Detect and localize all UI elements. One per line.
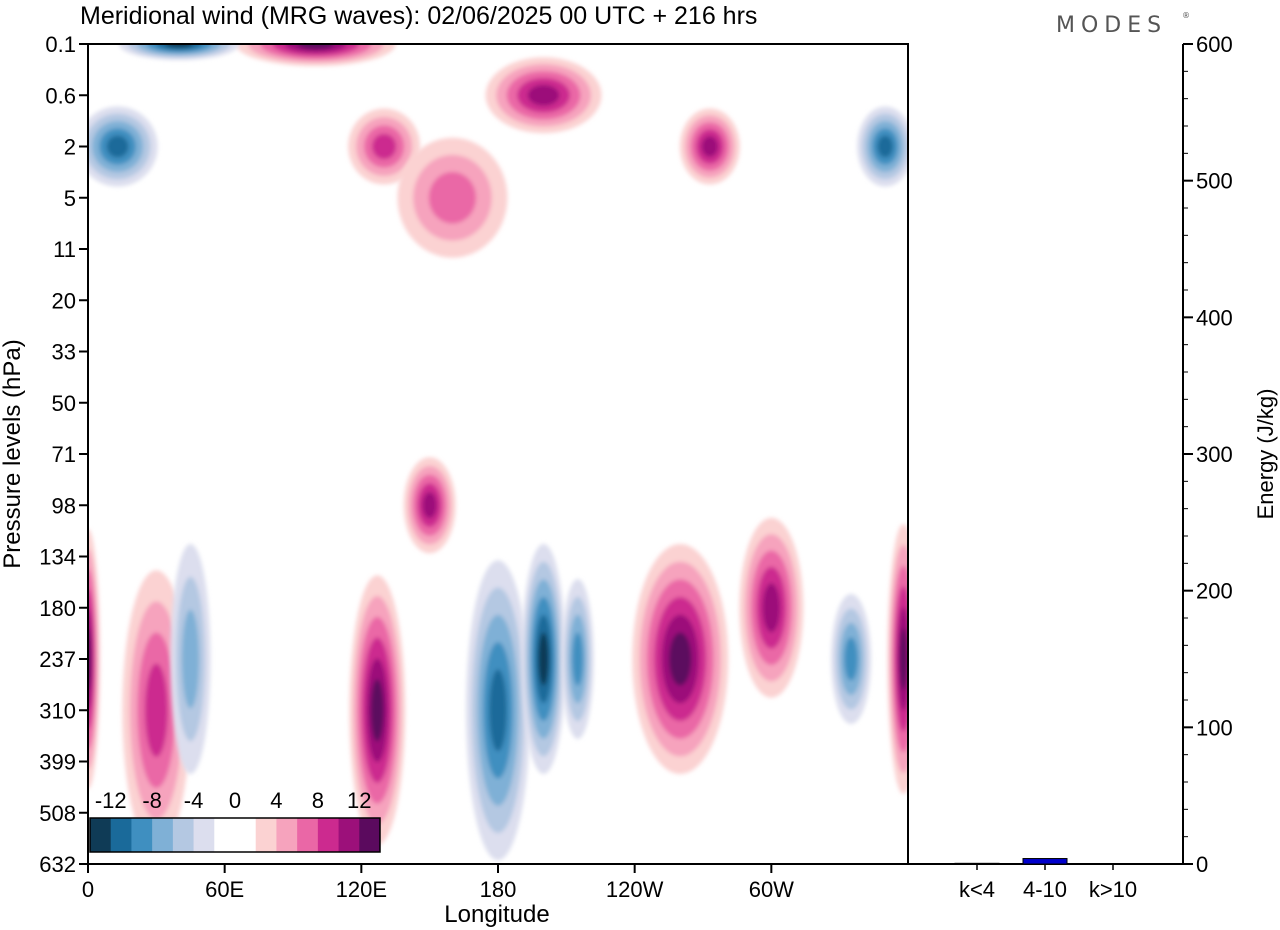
legend-swatch	[255, 818, 277, 852]
longitude-tick-label: 120E	[336, 877, 387, 902]
longitude-axis: 0 60E 120E 180 120W 60W	[82, 864, 794, 902]
energy-tick-label: 200	[1196, 579, 1233, 604]
wind-feature	[739, 517, 804, 698]
pressure-tick-label: 33	[52, 340, 76, 365]
colorbar-legend: -12 -8 -4 0 4 8 12	[89, 788, 381, 853]
wind-feature	[88, 529, 100, 789]
wind-feature	[887, 524, 908, 794]
longitude-tick-label: 60E	[205, 877, 244, 902]
energy-category-label: k>10	[1089, 877, 1137, 902]
pressure-tick-label: 0.1	[45, 32, 76, 57]
wind-feature	[403, 457, 456, 554]
longitude-tick-label: 120W	[606, 877, 664, 902]
pressure-axis: 0.1 0.6 2 5 11 20 33 50 71 98 134 180 237 310 399 508 63…	[39, 32, 88, 877]
wind-feature	[119, 44, 240, 60]
wind-feature	[679, 108, 740, 185]
heatmap-panel	[87, 43, 909, 865]
wind-feature	[632, 544, 729, 774]
legend-swatch	[193, 818, 215, 852]
pressure-tick-label: 632	[39, 852, 76, 877]
legend-swatch	[235, 818, 257, 852]
energy-axis: 0 100 200 300 400 500 600	[1183, 32, 1233, 877]
energy-tick-label: 100	[1196, 715, 1233, 740]
pressure-tick-label: 310	[39, 698, 76, 723]
legend-swatch	[90, 818, 112, 852]
legend-label: -8	[142, 788, 162, 813]
energy-axis-label: Energy (J/kg)	[1253, 389, 1278, 520]
brand-logo: MODES	[1056, 13, 1167, 38]
energy-bar	[954, 862, 1000, 865]
legend-swatch	[110, 818, 132, 852]
wind-feature	[561, 579, 594, 739]
longitude-tick-label: 0	[82, 877, 94, 902]
pressure-tick-label: 11	[53, 237, 76, 262]
wind-feature	[348, 108, 421, 185]
energy-tick-label: 500	[1196, 169, 1233, 194]
legend-swatch	[276, 818, 298, 852]
legend-label: 0	[229, 788, 241, 813]
pressure-tick-label: 237	[39, 647, 76, 672]
legend-swatch	[359, 818, 381, 852]
pressure-tick-label: 134	[39, 545, 76, 570]
wind-feature	[88, 106, 158, 187]
energy-tick-label: 600	[1196, 32, 1233, 57]
pressure-tick-label: 20	[52, 288, 76, 313]
legend-swatch	[172, 818, 195, 852]
pressure-tick-label: 2	[64, 135, 76, 160]
legend-swatch	[317, 818, 340, 852]
pressure-tick-label: 50	[52, 391, 76, 416]
pressure-tick-label: 71	[52, 442, 76, 467]
longitude-tick-label: 60W	[749, 877, 794, 902]
pressure-tick-label: 5	[64, 186, 76, 211]
pressure-tick-label: 399	[39, 750, 76, 775]
wind-feature	[485, 57, 602, 134]
wind-feature	[831, 594, 872, 724]
pressure-tick-label: 0.6	[45, 83, 76, 108]
pressure-tick-label: 98	[52, 493, 76, 518]
chart-title: Meridional wind (MRG waves): 02/06/2025 …	[80, 2, 757, 30]
pressure-tick-label: 180	[39, 596, 76, 621]
legend-label: 8	[312, 788, 324, 813]
wind-feature	[521, 544, 566, 774]
y-axis-label: Pressure levels (hPa)	[0, 339, 26, 568]
legend-swatch	[131, 818, 153, 852]
energy-panel: k<4 4-10 k>10 0 100 200 300 400 500 600	[907, 32, 1233, 902]
x-axis-label: Longitude	[444, 901, 549, 928]
wind-contours	[88, 44, 908, 861]
energy-bar	[1022, 858, 1068, 865]
legend-label: 4	[270, 788, 282, 813]
legend-swatch	[297, 818, 319, 852]
energy-category-label: 4-10	[1023, 877, 1067, 902]
legend-label: 12	[347, 788, 371, 813]
energy-tick-label: 400	[1196, 305, 1233, 330]
energy-tick-label: 300	[1196, 442, 1233, 467]
energy-bars: k<4 4-10 k>10	[954, 858, 1137, 902]
wind-feature	[235, 44, 396, 66]
wind-feature	[397, 137, 508, 258]
longitude-tick-label: 180	[480, 877, 517, 902]
brand-mark: ®	[1182, 11, 1190, 20]
legend-swatch	[152, 818, 174, 852]
legend-swatch	[338, 818, 360, 852]
legend-label: -12	[95, 788, 127, 813]
wind-feature	[349, 575, 406, 846]
energy-tick-label: 0	[1196, 852, 1208, 877]
wind-feature	[466, 560, 530, 861]
energy-category-label: k<4	[959, 877, 995, 902]
wind-feature	[857, 106, 908, 187]
legend-label: -4	[184, 788, 204, 813]
wind-feature	[170, 544, 211, 774]
legend-swatch	[214, 818, 236, 852]
pressure-tick-label: 508	[39, 801, 76, 826]
